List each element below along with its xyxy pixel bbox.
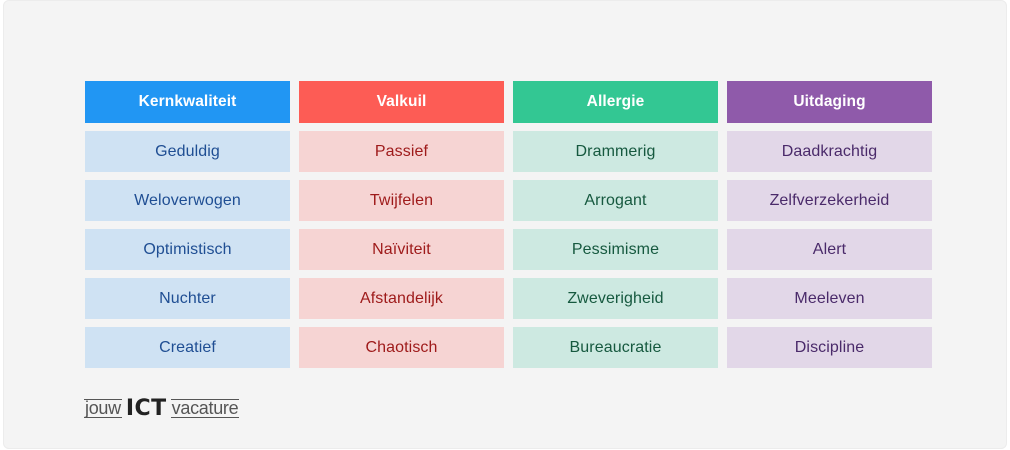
cell: Weloverwogen bbox=[85, 180, 290, 221]
column-uitdaging: Uitdaging Daadkrachtig Zelfverzekerheid … bbox=[727, 81, 932, 368]
cell: Zelfverzekerheid bbox=[727, 180, 932, 221]
cell: Drammerig bbox=[513, 131, 718, 172]
logo-word-left: jouw bbox=[84, 397, 122, 418]
cell: Alert bbox=[727, 229, 932, 270]
cell: Arrogant bbox=[513, 180, 718, 221]
cell: Chaotisch bbox=[299, 327, 504, 368]
cell: Optimistisch bbox=[85, 229, 290, 270]
column-kernkwaliteit: Kernkwaliteit Geduldig Weloverwogen Opti… bbox=[85, 81, 290, 368]
cell: Nuchter bbox=[85, 278, 290, 319]
logo-word-center: ICT bbox=[125, 395, 167, 421]
cell: Geduldig bbox=[85, 131, 290, 172]
cell: Zweverigheid bbox=[513, 278, 718, 319]
cell: Afstandelijk bbox=[299, 278, 504, 319]
header-kernkwaliteit: Kernkwaliteit bbox=[85, 81, 290, 123]
brand-logo: jouw ICT vacature bbox=[84, 395, 240, 421]
cell: Discipline bbox=[727, 327, 932, 368]
column-allergie: Allergie Drammerig Arrogant Pessimisme Z… bbox=[513, 81, 718, 368]
header-valkuil: Valkuil bbox=[299, 81, 504, 123]
column-valkuil: Valkuil Passief Twijfelen Naïviteit Afst… bbox=[299, 81, 504, 368]
header-allergie: Allergie bbox=[513, 81, 718, 123]
cell: Passief bbox=[299, 131, 504, 172]
logo-word-right: vacature bbox=[170, 397, 240, 418]
cell: Creatief bbox=[85, 327, 290, 368]
cell: Pessimisme bbox=[513, 229, 718, 270]
canvas: Kernkwaliteit Geduldig Weloverwogen Opti… bbox=[3, 0, 1007, 449]
quadrant-table: Kernkwaliteit Geduldig Weloverwogen Opti… bbox=[85, 81, 932, 368]
cell: Meeleven bbox=[727, 278, 932, 319]
cell: Daadkrachtig bbox=[727, 131, 932, 172]
cell: Bureaucratie bbox=[513, 327, 718, 368]
cell: Twijfelen bbox=[299, 180, 504, 221]
header-uitdaging: Uitdaging bbox=[727, 81, 932, 123]
cell: Naïviteit bbox=[299, 229, 504, 270]
